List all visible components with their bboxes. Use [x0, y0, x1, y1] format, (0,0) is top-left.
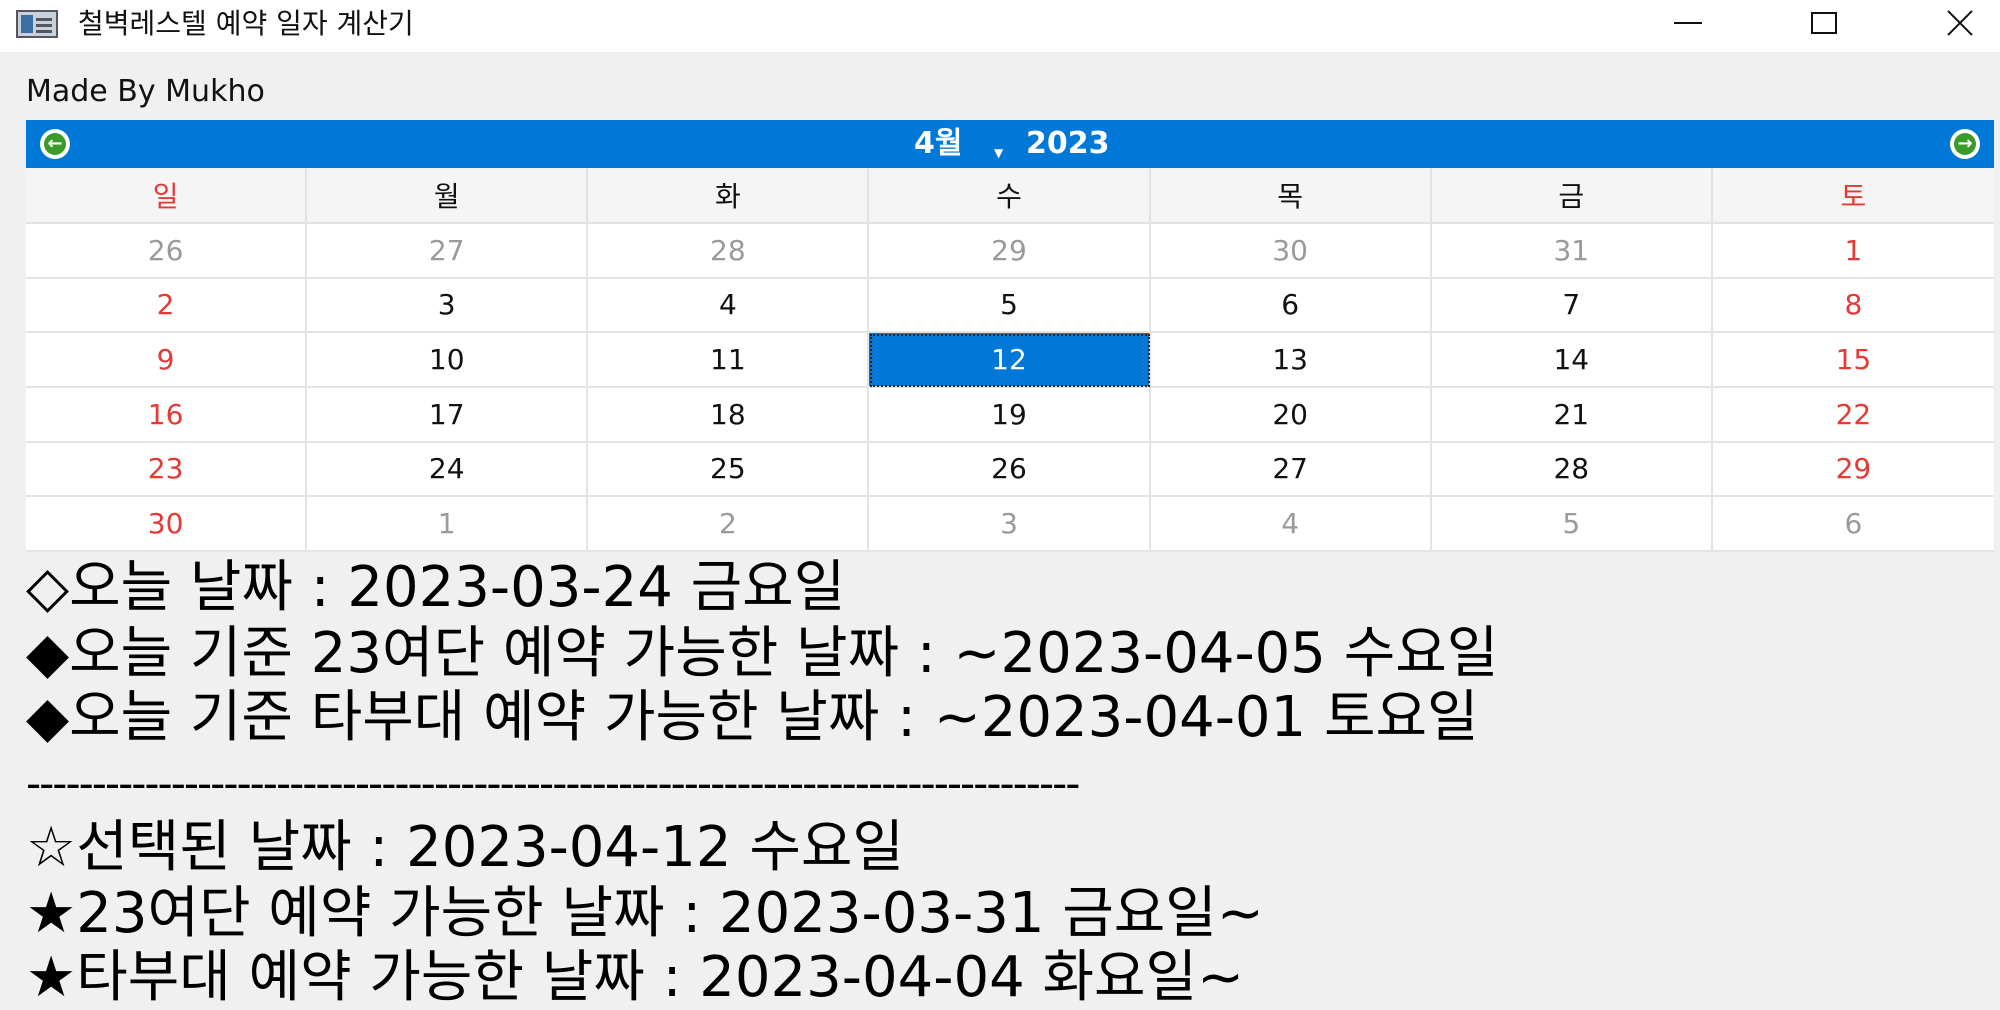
calendar-day[interactable]: 29	[869, 224, 1151, 279]
calendar-day[interactable]: 6	[1150, 278, 1432, 334]
calendar-day[interactable]: 26	[869, 442, 1151, 498]
calendar-day[interactable]: 16	[26, 388, 308, 443]
weekday-header: 목	[1150, 168, 1432, 224]
calendar-day[interactable]: 20	[1150, 388, 1432, 443]
calendar-day[interactable]: 25	[588, 442, 870, 498]
credit-label: Made By Mukho	[26, 74, 265, 109]
calendar-day[interactable]: 5	[869, 278, 1151, 334]
calendar-day[interactable]: 4	[588, 278, 870, 334]
maximize-icon	[1811, 12, 1837, 34]
today-other-unit-label: ◆오늘 기준 타부대 예약 가능한 날짜 : ~2023-04-01 토요일	[26, 685, 1479, 750]
calendar-day[interactable]: 30	[1150, 224, 1432, 279]
calendar-grid: 일 월 화 수 목 금 토 26 27 28 29 30 31 1 2 3 4 …	[26, 168, 1994, 552]
weekday-header: 화	[588, 168, 870, 224]
chevron-down-icon: ▼	[994, 146, 1004, 160]
calendar-day[interactable]: 11	[588, 333, 870, 388]
calendar-day[interactable]: 2	[26, 278, 308, 334]
selected-other-unit-label: ★타부대 예약 가능한 날짜 : 2023-04-04 화요일~	[26, 945, 1245, 1010]
calendar-day[interactable]: 17	[307, 388, 589, 443]
divider-line: ----------------------------------------…	[26, 759, 1080, 808]
minimize-button[interactable]	[1652, 0, 1724, 46]
window-title: 철벽레스텔 예약 일자 계산기	[78, 7, 414, 40]
calendar-day[interactable]: 18	[588, 388, 870, 443]
app-icon	[16, 10, 58, 38]
weekday-header: 수	[869, 168, 1151, 224]
calendar-day[interactable]: 28	[588, 224, 870, 279]
maximize-button[interactable]	[1788, 0, 1860, 46]
calendar-day[interactable]: 5	[1431, 497, 1713, 552]
year-selector[interactable]: 2023	[1026, 126, 1110, 161]
calendar-day[interactable]: 13	[1150, 333, 1432, 388]
calendar-day[interactable]: 14	[1431, 333, 1713, 388]
calendar-day[interactable]: 21	[1431, 388, 1713, 443]
calendar-day[interactable]: 1	[307, 497, 589, 552]
minimize-icon	[1674, 22, 1702, 24]
calendar-day[interactable]: 30	[26, 497, 308, 552]
calendar-day-selected[interactable]: 12	[869, 333, 1151, 388]
prev-month-button[interactable]: ←	[40, 129, 70, 159]
calendar-day[interactable]: 3	[307, 278, 589, 334]
calendar-day[interactable]: 9	[26, 333, 308, 388]
calendar-day[interactable]: 27	[1150, 442, 1432, 498]
calendar-day[interactable]: 29	[1712, 443, 1994, 498]
close-icon	[1945, 8, 1975, 38]
weekday-header: 금	[1431, 168, 1713, 224]
calendar-day[interactable]: 19	[869, 388, 1151, 443]
calendar-day[interactable]: 22	[1712, 388, 1994, 443]
close-button[interactable]	[1924, 0, 1996, 46]
calendar-day[interactable]: 27	[307, 224, 589, 279]
calendar-header: ← 4월 ▼ 2023 →	[26, 120, 1994, 168]
weekday-header: 월	[307, 168, 589, 224]
calendar-day[interactable]: 1	[1712, 224, 1994, 279]
calendar-day[interactable]: 24	[307, 442, 589, 498]
calendar-day[interactable]: 31	[1431, 224, 1713, 279]
month-calendar[interactable]: ← 4월 ▼ 2023 → 일 월 화 수 목 금 토 26 27 28 29 …	[26, 120, 1994, 552]
calendar-day[interactable]: 7	[1431, 278, 1713, 334]
today-date-label: ◇오늘 날짜 : 2023-03-24 금요일	[26, 555, 846, 620]
calendar-day[interactable]: 3	[869, 497, 1151, 552]
calendar-day[interactable]: 6	[1712, 497, 1994, 552]
weekday-header: 일	[26, 168, 308, 224]
title-bar: 철벽레스텔 예약 일자 계산기	[0, 0, 2000, 52]
calendar-day[interactable]: 2	[588, 497, 870, 552]
calendar-day[interactable]: 8	[1712, 279, 1994, 334]
today-23-brigade-label: ◆오늘 기준 23여단 예약 가능한 날짜 : ~2023-04-05 수요일	[26, 621, 1499, 686]
calendar-day[interactable]: 15	[1712, 333, 1994, 388]
selected-date-label: ☆선택된 날짜 : 2023-04-12 수요일	[26, 815, 904, 880]
calendar-day[interactable]: 28	[1431, 442, 1713, 498]
calendar-day[interactable]: 26	[26, 224, 308, 279]
arrow-right-icon: →	[1957, 133, 1973, 154]
calendar-day[interactable]: 10	[307, 333, 589, 388]
calendar-day[interactable]: 4	[1150, 497, 1432, 552]
selected-23-brigade-label: ★23여단 예약 가능한 날짜 : 2023-03-31 금요일~	[26, 881, 1264, 946]
weekday-header: 토	[1712, 168, 1994, 224]
month-selector[interactable]: 4월	[914, 126, 963, 161]
calendar-day[interactable]: 23	[26, 442, 308, 498]
arrow-left-icon: ←	[47, 133, 63, 154]
next-month-button[interactable]: →	[1950, 129, 1980, 159]
